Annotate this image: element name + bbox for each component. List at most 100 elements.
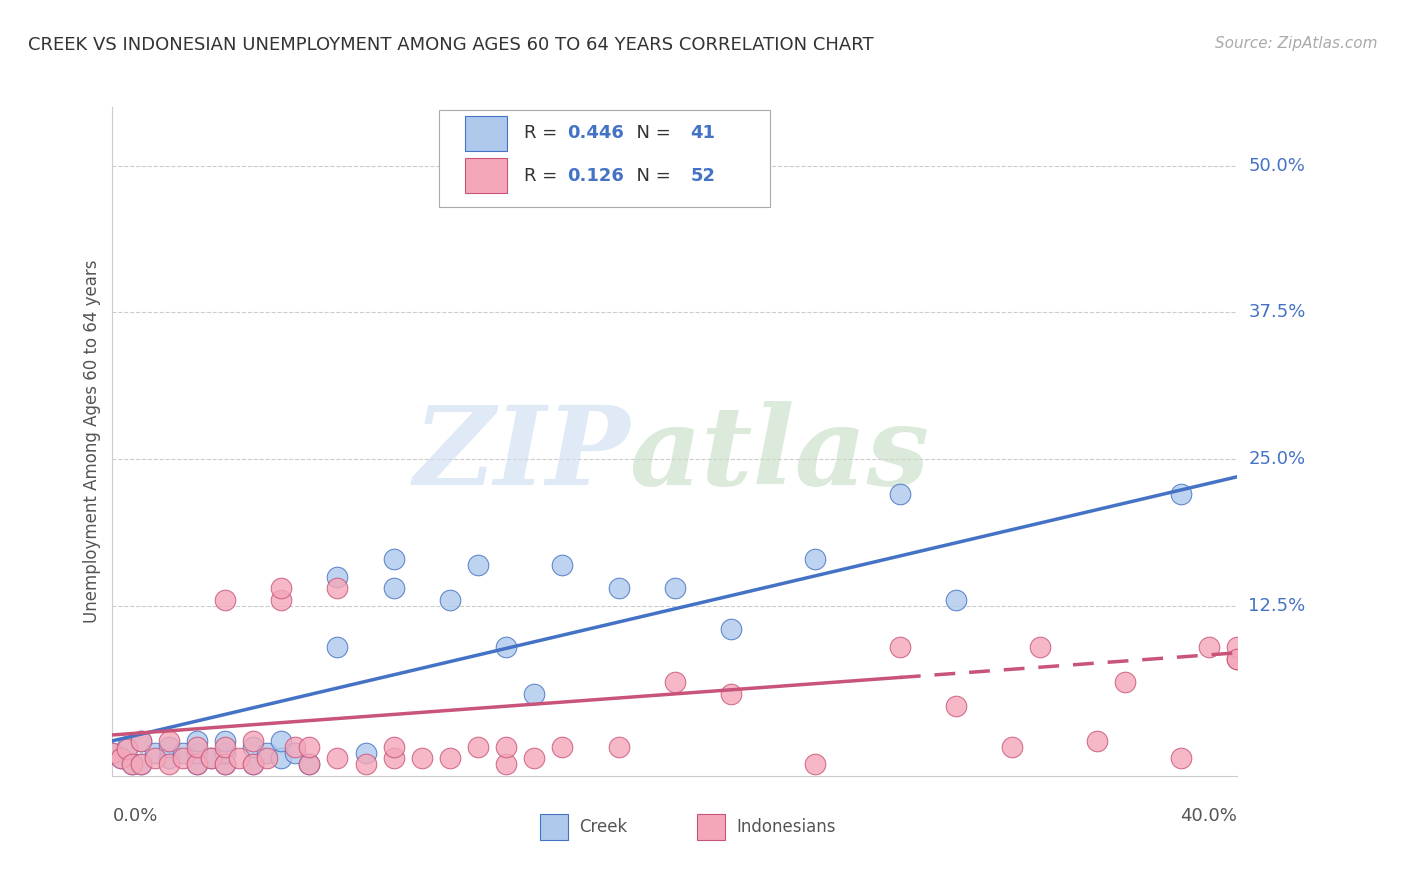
Point [495, 739, 517, 754]
Point [1198, 640, 1220, 654]
Point [523, 687, 546, 701]
Text: R =: R = [524, 124, 564, 143]
Text: 37.5%: 37.5% [1249, 303, 1306, 321]
Point [186, 757, 208, 772]
Point [1170, 487, 1192, 501]
Text: 41: 41 [690, 124, 716, 143]
Point [411, 751, 433, 765]
Point [157, 757, 180, 772]
Point [1114, 675, 1136, 690]
Text: 40.0%: 40.0% [1181, 806, 1237, 824]
Point [115, 742, 138, 756]
Point [326, 640, 349, 654]
Point [607, 739, 630, 754]
Point [1170, 751, 1192, 765]
Point [186, 746, 208, 760]
Point [270, 593, 292, 607]
Point [101, 746, 124, 760]
Y-axis label: Unemployment Among Ages 60 to 64 years: Unemployment Among Ages 60 to 64 years [83, 260, 101, 624]
Point [1226, 651, 1249, 665]
Point [467, 558, 489, 572]
Point [186, 734, 208, 748]
FancyBboxPatch shape [540, 814, 568, 839]
Point [284, 746, 307, 760]
Text: atlas: atlas [630, 401, 931, 508]
Point [242, 739, 264, 754]
Point [382, 739, 405, 754]
Point [551, 739, 574, 754]
Point [298, 757, 321, 772]
Point [129, 757, 152, 772]
Point [143, 746, 166, 760]
Point [129, 757, 152, 772]
Point [256, 746, 278, 760]
Point [256, 751, 278, 765]
Text: Creek: Creek [579, 818, 627, 836]
Point [664, 675, 686, 690]
Text: N =: N = [626, 124, 676, 143]
Point [242, 757, 264, 772]
Point [720, 687, 742, 701]
Point [467, 739, 489, 754]
Text: 50.0%: 50.0% [1249, 157, 1305, 175]
Point [1226, 651, 1249, 665]
Point [551, 558, 574, 572]
Point [439, 593, 461, 607]
Point [186, 739, 208, 754]
Point [354, 757, 377, 772]
Point [495, 640, 517, 654]
Point [326, 751, 349, 765]
Point [129, 734, 152, 748]
Text: R =: R = [524, 167, 564, 185]
Point [284, 739, 307, 754]
Text: Indonesians: Indonesians [737, 818, 837, 836]
Point [298, 757, 321, 772]
Point [664, 581, 686, 595]
Point [1001, 739, 1024, 754]
Point [326, 569, 349, 583]
Point [157, 734, 180, 748]
Point [382, 552, 405, 566]
FancyBboxPatch shape [464, 116, 508, 151]
Text: 0.446: 0.446 [567, 124, 624, 143]
Point [186, 757, 208, 772]
Text: 0.126: 0.126 [567, 167, 624, 185]
Point [270, 734, 292, 748]
Point [889, 640, 911, 654]
Text: N =: N = [626, 167, 676, 185]
Point [326, 581, 349, 595]
Point [945, 698, 967, 713]
Point [720, 623, 742, 637]
Point [889, 487, 911, 501]
Point [1029, 640, 1052, 654]
Point [101, 746, 124, 760]
Text: ZIP: ZIP [413, 401, 630, 508]
Point [270, 751, 292, 765]
Point [945, 593, 967, 607]
Point [523, 751, 546, 765]
Point [172, 751, 194, 765]
Point [439, 751, 461, 765]
Point [214, 757, 236, 772]
Point [804, 757, 827, 772]
FancyBboxPatch shape [439, 111, 770, 208]
Point [172, 746, 194, 760]
Point [121, 757, 143, 772]
Point [354, 746, 377, 760]
Point [1085, 734, 1108, 748]
Point [157, 751, 180, 765]
Point [129, 734, 152, 748]
Point [242, 757, 264, 772]
Point [228, 751, 250, 765]
Point [110, 751, 132, 765]
Point [214, 746, 236, 760]
Text: 52: 52 [690, 167, 716, 185]
Point [200, 751, 222, 765]
Point [242, 734, 264, 748]
Point [607, 581, 630, 595]
Point [270, 581, 292, 595]
Point [298, 739, 321, 754]
Point [157, 739, 180, 754]
Text: CREEK VS INDONESIAN UNEMPLOYMENT AMONG AGES 60 TO 64 YEARS CORRELATION CHART: CREEK VS INDONESIAN UNEMPLOYMENT AMONG A… [28, 36, 873, 54]
FancyBboxPatch shape [464, 159, 508, 194]
